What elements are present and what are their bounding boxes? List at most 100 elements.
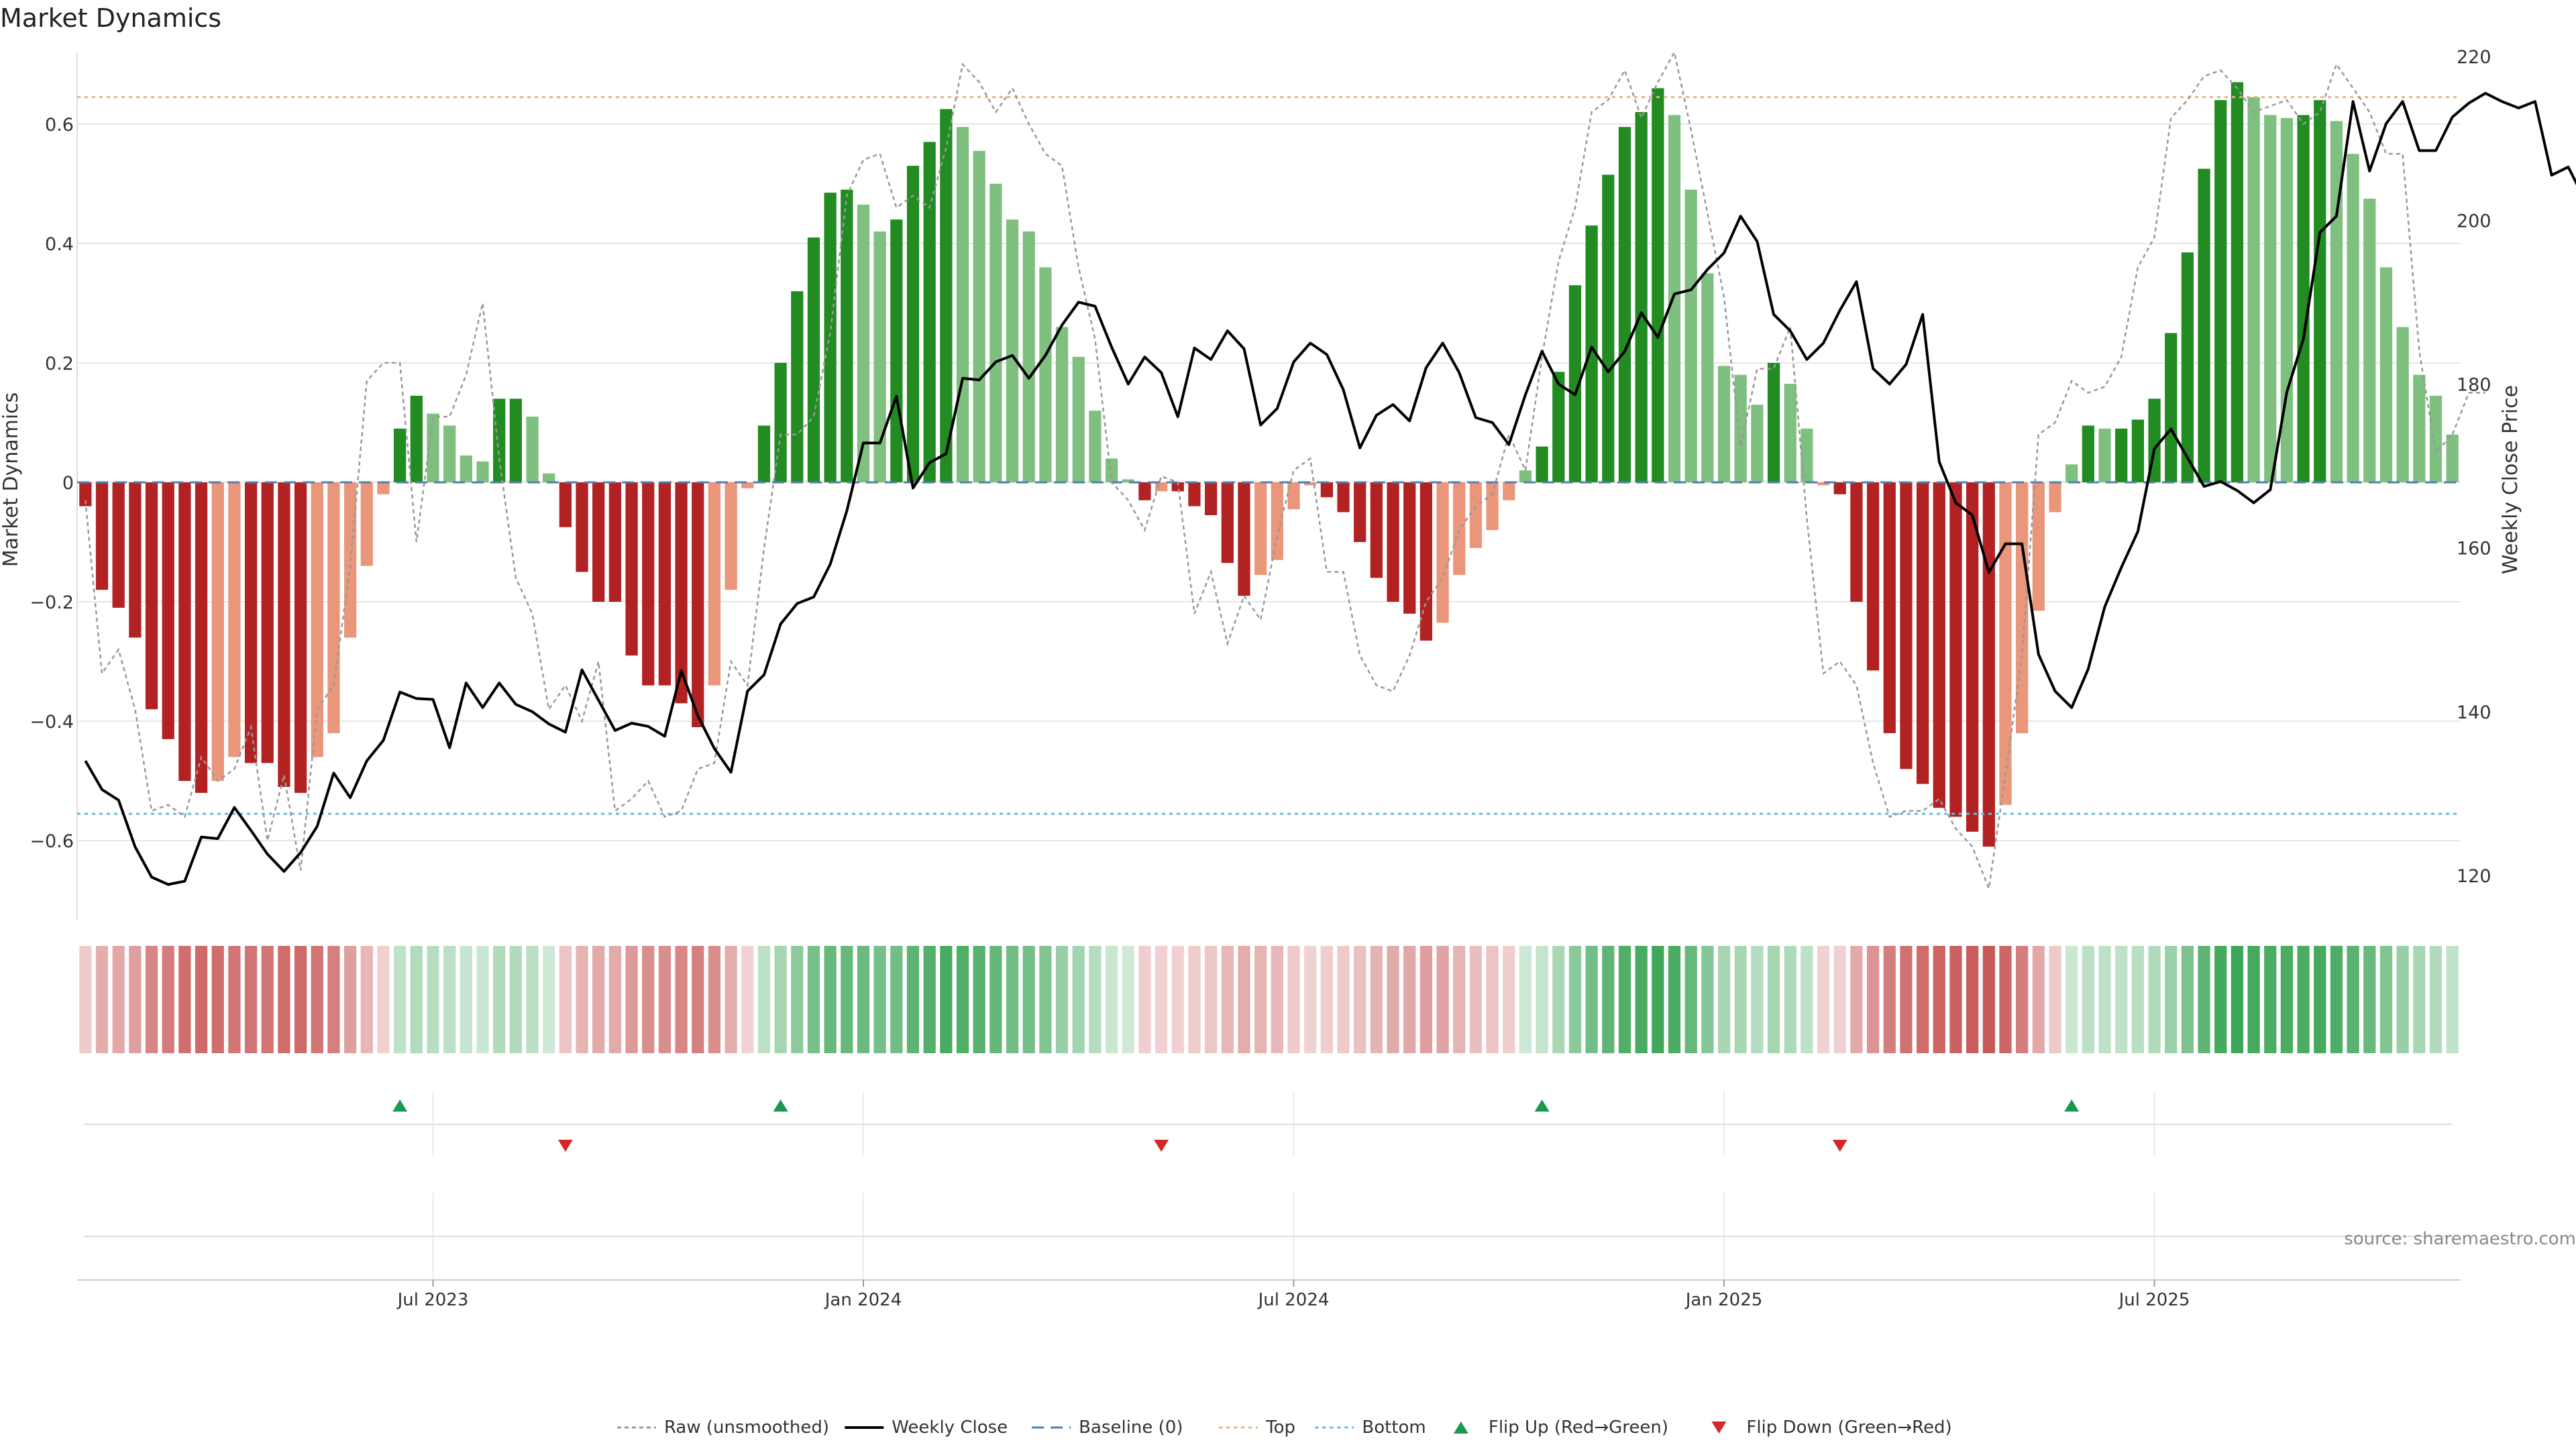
dynamics-bars	[79, 82, 2459, 847]
y2-tick-label: 140	[2457, 702, 2491, 723]
dynamics-bar	[1155, 482, 1168, 492]
dynamics-bar	[1254, 482, 1267, 575]
regime-cell	[1105, 946, 1118, 1053]
dynamics-bar	[741, 482, 754, 488]
regime-cell	[1006, 946, 1019, 1053]
dynamics-bar	[692, 482, 704, 728]
regime-cell	[2347, 946, 2359, 1053]
regime-cell	[923, 946, 936, 1053]
regime-cell	[394, 946, 407, 1053]
y-tick-label: 0.2	[45, 354, 74, 374]
regime-cell	[576, 946, 588, 1053]
regime-cell	[1536, 946, 1548, 1053]
regime-cell	[1949, 946, 1962, 1053]
y-tick-label: 0	[62, 473, 74, 494]
dynamics-bar	[311, 482, 323, 757]
regime-cell	[1999, 946, 2012, 1053]
x-axis: Jul 2023 Jan 2024 Jul 2024 Jan 2025 Jul 2025	[77, 1279, 2461, 1310]
dynamics-bar	[2347, 154, 2359, 482]
regime-cell	[1486, 946, 1499, 1053]
regime-cell	[857, 946, 870, 1053]
dynamics-bar	[112, 482, 125, 608]
dynamics-bar	[162, 482, 174, 739]
regime-cell	[1271, 946, 1283, 1053]
regime-cell	[2148, 946, 2161, 1053]
regime-cell	[343, 946, 357, 1053]
dynamics-bar	[1039, 267, 1052, 482]
legend-label: Bottom	[1362, 1417, 1426, 1438]
regime-cell	[112, 946, 125, 1053]
dynamics-bar	[973, 150, 985, 483]
regime-cell	[692, 946, 704, 1053]
regime-cell	[1370, 946, 1383, 1053]
dynamics-bar	[2314, 100, 2326, 482]
dynamics-bar	[1271, 482, 1283, 560]
dynamics-bar	[261, 482, 274, 763]
regime-cell	[211, 946, 224, 1053]
regime-cell	[724, 946, 737, 1053]
regime-cell	[1155, 946, 1168, 1053]
dynamics-bar	[1006, 219, 1019, 482]
regime-cell	[1684, 946, 1697, 1053]
dynamics-bar	[95, 482, 109, 590]
regime-cell	[2413, 946, 2426, 1053]
regime-cell	[675, 946, 688, 1053]
dynamics-bar	[493, 398, 506, 482]
dynamics-bar	[543, 473, 555, 482]
dynamics-bar	[890, 219, 903, 482]
regime-cell	[261, 946, 274, 1053]
dynamics-bar	[2330, 121, 2343, 482]
grid	[76, 52, 2461, 1279]
dynamics-bar	[1751, 405, 1764, 482]
dynamics-bar	[443, 425, 456, 482]
regime-cell	[2198, 946, 2210, 1053]
dynamics-bar	[244, 482, 258, 763]
regime-cell	[757, 946, 771, 1053]
legend-label: Weekly Close	[892, 1417, 1008, 1438]
regime-cell	[2330, 946, 2343, 1053]
regime-cell	[460, 946, 472, 1053]
regime-cell	[1055, 946, 1069, 1053]
regime-cell	[360, 946, 373, 1053]
dynamics-bar	[294, 482, 307, 793]
dynamics-bar	[1966, 482, 1979, 832]
regime-cell	[2363, 946, 2376, 1053]
regime-cell	[973, 946, 985, 1053]
regime-cell	[377, 946, 390, 1053]
dynamics-bar	[2115, 428, 2128, 482]
regime-cell	[1337, 946, 1350, 1053]
regime-cell	[1387, 946, 1399, 1053]
x-tick-label: Jul 2025	[2118, 1290, 2190, 1310]
regime-cell	[807, 946, 820, 1053]
regime-cell	[956, 946, 969, 1053]
regime-cell	[1089, 946, 1102, 1053]
flip-up-marker	[773, 1099, 788, 1112]
regime-cell	[1221, 946, 1234, 1053]
weekly-close-line	[84, 92, 2576, 886]
dynamics-bar	[129, 482, 142, 638]
dynamics-bar	[1022, 231, 1035, 482]
regime-cell	[2429, 946, 2443, 1053]
regime-cell	[1238, 946, 1250, 1053]
dynamics-bar	[1238, 482, 1250, 596]
dynamics-bar	[1784, 384, 1796, 482]
regime-cell	[228, 946, 241, 1053]
regime-cell	[1635, 946, 1648, 1053]
regime-cell	[1320, 946, 1333, 1053]
dynamics-bar	[989, 183, 1002, 482]
dynamics-bar	[2363, 199, 2376, 482]
regime-cell	[2032, 946, 2045, 1053]
regime-cell	[2082, 946, 2094, 1053]
dynamics-bar	[1900, 482, 1913, 769]
regime-cell	[906, 946, 920, 1053]
regime-cell	[1652, 946, 1664, 1053]
dynamics-bar	[791, 291, 804, 482]
regime-cell	[1022, 946, 1035, 1053]
regime-cell	[2214, 946, 2227, 1053]
dynamics-bar	[1072, 357, 1085, 482]
regime-cell	[989, 946, 1002, 1053]
dynamics-bar	[1403, 482, 1416, 614]
legend-label: Flip Down (Green→Red)	[1746, 1417, 1951, 1438]
dynamics-bar	[427, 413, 439, 482]
dynamics-bar	[2446, 434, 2459, 482]
